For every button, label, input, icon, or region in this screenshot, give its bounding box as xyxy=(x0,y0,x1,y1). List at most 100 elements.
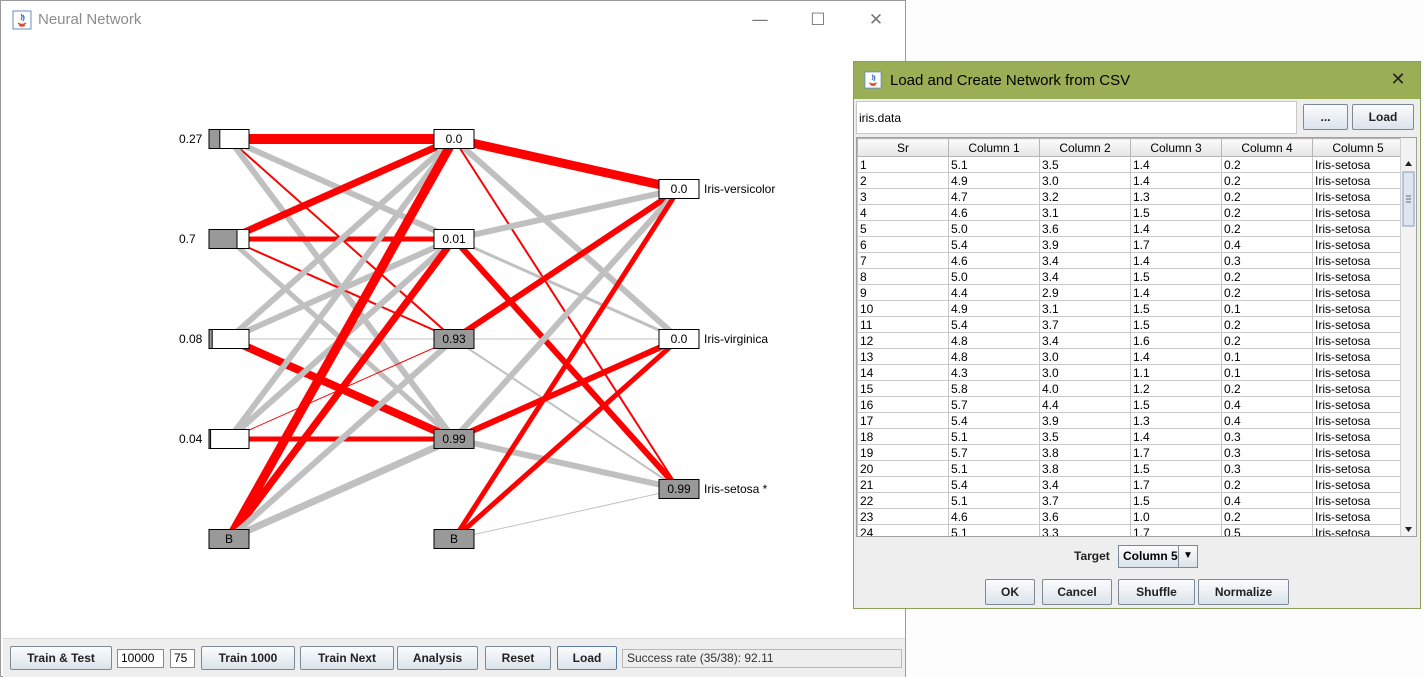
table-cell[interactable]: 3.4 xyxy=(1039,332,1131,349)
table-cell[interactable]: 5.1 xyxy=(948,524,1040,536)
table-cell[interactable]: 5.1 xyxy=(948,156,1040,173)
table-cell[interactable]: 0.2 xyxy=(1221,172,1313,189)
table-cell[interactable]: 4.0 xyxy=(1039,380,1131,397)
table-row[interactable]: 11 5.4 3.7 1.5 0.2 Iris-setosa xyxy=(857,316,1404,333)
table-row[interactable]: 2 4.9 3.0 1.4 0.2 Iris-setosa xyxy=(857,172,1404,189)
table-cell[interactable]: 3.7 xyxy=(1039,492,1131,509)
train-test-button[interactable]: Train & Test xyxy=(10,646,112,670)
table-cell[interactable]: Iris-setosa xyxy=(1312,300,1404,317)
table-cell[interactable]: 4.7 xyxy=(948,188,1040,205)
table-cell[interactable]: 1.6 xyxy=(1130,332,1222,349)
analysis-button[interactable]: Analysis xyxy=(397,646,478,670)
table-row[interactable]: 18 5.1 3.5 1.4 0.3 Iris-setosa xyxy=(857,428,1404,445)
file-path-field[interactable]: iris.data xyxy=(856,101,1297,134)
table-cell[interactable]: 7 xyxy=(857,252,949,269)
table-cell[interactable]: 5.7 xyxy=(948,396,1040,413)
maximize-icon[interactable]: ☐ xyxy=(810,10,826,30)
table-cell[interactable]: 1.7 xyxy=(1130,236,1222,253)
table-cell[interactable]: 1.3 xyxy=(1130,412,1222,429)
table-row[interactable]: 7 4.6 3.4 1.4 0.3 Iris-setosa xyxy=(857,252,1404,269)
table-row[interactable]: 13 4.8 3.0 1.4 0.1 Iris-setosa xyxy=(857,348,1404,365)
table-cell[interactable]: 5.1 xyxy=(948,460,1040,477)
table-cell[interactable]: 0.2 xyxy=(1221,508,1313,525)
column-header[interactable]: Column 5 xyxy=(1312,138,1404,157)
train-next-button[interactable]: Train Next xyxy=(300,646,394,670)
table-cell[interactable]: 3 xyxy=(857,188,949,205)
table-cell[interactable]: 0.2 xyxy=(1221,156,1313,173)
table-cell[interactable]: 0.2 xyxy=(1221,220,1313,237)
table-cell[interactable]: 3.6 xyxy=(1039,508,1131,525)
table-cell[interactable]: 13 xyxy=(857,348,949,365)
table-cell[interactable]: Iris-setosa xyxy=(1312,316,1404,333)
table-cell[interactable]: 5 xyxy=(857,220,949,237)
table-cell[interactable]: 15 xyxy=(857,380,949,397)
target-dropdown[interactable]: Column 5 ▼ xyxy=(1118,545,1198,568)
table-cell[interactable]: Iris-setosa xyxy=(1312,332,1404,349)
table-cell[interactable]: 1.5 xyxy=(1130,268,1222,285)
table-cell[interactable]: Iris-setosa xyxy=(1312,460,1404,477)
table-cell[interactable]: 3.9 xyxy=(1039,236,1131,253)
table-cell[interactable]: 1.5 xyxy=(1130,316,1222,333)
table-cell[interactable]: 3.0 xyxy=(1039,364,1131,381)
table-cell[interactable]: 0.2 xyxy=(1221,476,1313,493)
table-cell[interactable]: 0.2 xyxy=(1221,316,1313,333)
table-cell[interactable]: Iris-setosa xyxy=(1312,220,1404,237)
table-cell[interactable]: 1.4 xyxy=(1130,252,1222,269)
table-cell[interactable]: 5.4 xyxy=(948,412,1040,429)
table-cell[interactable]: 3.5 xyxy=(1039,156,1131,173)
table-cell[interactable]: 0.2 xyxy=(1221,332,1313,349)
table-cell[interactable]: Iris-setosa xyxy=(1312,268,1404,285)
table-cell[interactable]: Iris-setosa xyxy=(1312,364,1404,381)
vertical-scrollbar[interactable] xyxy=(1400,138,1416,536)
table-row[interactable]: 9 4.4 2.9 1.4 0.2 Iris-setosa xyxy=(857,284,1404,301)
table-cell[interactable]: 5.0 xyxy=(948,220,1040,237)
table-cell[interactable]: Iris-setosa xyxy=(1312,524,1404,536)
train-1000-button[interactable]: Train 1000 xyxy=(201,646,295,670)
table-cell[interactable]: 4.8 xyxy=(948,332,1040,349)
table-cell[interactable]: 10 xyxy=(857,300,949,317)
ok-button[interactable]: OK xyxy=(985,579,1035,605)
table-cell[interactable]: 0.2 xyxy=(1221,268,1313,285)
table-cell[interactable]: 23 xyxy=(857,508,949,525)
table-row[interactable]: 8 5.0 3.4 1.5 0.2 Iris-setosa xyxy=(857,268,1404,285)
table-cell[interactable]: 1.5 xyxy=(1130,396,1222,413)
browse-button[interactable]: ... xyxy=(1303,104,1348,130)
table-cell[interactable]: 5.8 xyxy=(948,380,1040,397)
table-cell[interactable]: 3.0 xyxy=(1039,348,1131,365)
table-row[interactable]: 3 4.7 3.2 1.3 0.2 Iris-setosa xyxy=(857,188,1404,205)
load-file-button[interactable]: Load xyxy=(1352,104,1414,130)
table-cell[interactable]: 1.1 xyxy=(1130,364,1222,381)
table-cell[interactable]: 3.2 xyxy=(1039,188,1131,205)
column-header[interactable]: Sr xyxy=(857,138,949,157)
table-cell[interactable]: 4 xyxy=(857,204,949,221)
table-cell[interactable]: Iris-setosa xyxy=(1312,188,1404,205)
table-cell[interactable]: 3.8 xyxy=(1039,460,1131,477)
table-cell[interactable]: Iris-setosa xyxy=(1312,236,1404,253)
table-row[interactable]: 24 5.1 3.3 1.7 0.5 Iris-setosa xyxy=(857,524,1404,536)
table-cell[interactable]: Iris-setosa xyxy=(1312,284,1404,301)
table-cell[interactable]: 5.1 xyxy=(948,428,1040,445)
table-cell[interactable]: 0.1 xyxy=(1221,300,1313,317)
table-cell[interactable]: 4.6 xyxy=(948,508,1040,525)
table-cell[interactable]: 3.4 xyxy=(1039,476,1131,493)
table-cell[interactable]: 0.3 xyxy=(1221,252,1313,269)
table-row[interactable]: 20 5.1 3.8 1.5 0.3 Iris-setosa xyxy=(857,460,1404,477)
table-cell[interactable]: 3.3 xyxy=(1039,524,1131,536)
normalize-button[interactable]: Normalize xyxy=(1198,579,1289,605)
table-cell[interactable]: 4.6 xyxy=(948,204,1040,221)
close-icon[interactable]: ✕ xyxy=(868,10,884,30)
table-cell[interactable]: 20 xyxy=(857,460,949,477)
table-cell[interactable]: 16 xyxy=(857,396,949,413)
table-cell[interactable]: Iris-setosa xyxy=(1312,508,1404,525)
close-icon[interactable]: ✕ xyxy=(1390,69,1406,90)
scroll-down-icon[interactable] xyxy=(1405,527,1412,532)
minimize-icon[interactable]: — xyxy=(751,10,769,30)
table-cell[interactable]: Iris-setosa xyxy=(1312,380,1404,397)
table-row[interactable]: 10 4.9 3.1 1.5 0.1 Iris-setosa xyxy=(857,300,1404,317)
table-cell[interactable]: 1.4 xyxy=(1130,284,1222,301)
table-cell[interactable]: Iris-setosa xyxy=(1312,492,1404,509)
table-cell[interactable]: 19 xyxy=(857,444,949,461)
table-cell[interactable]: 4.3 xyxy=(948,364,1040,381)
table-cell[interactable]: 0.4 xyxy=(1221,396,1313,413)
table-cell[interactable]: 6 xyxy=(857,236,949,253)
